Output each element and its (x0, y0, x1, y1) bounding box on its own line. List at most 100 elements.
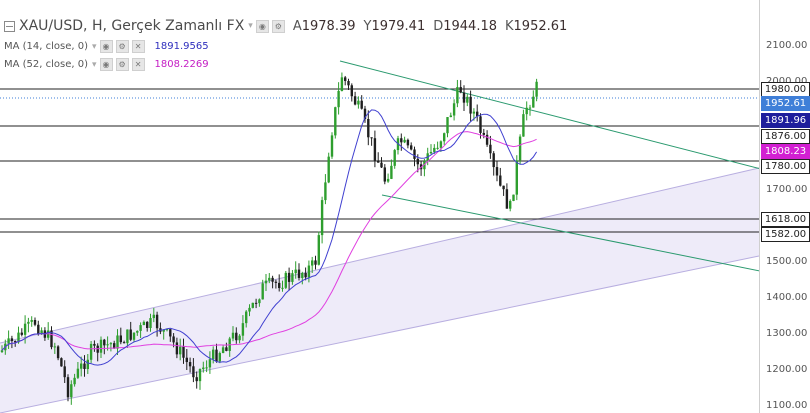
candle-body (109, 343, 113, 345)
candle-body (254, 302, 258, 304)
eye-icon[interactable]: ◉ (99, 40, 113, 53)
candle-body (66, 377, 70, 398)
price-tick-label: 1200.00 (766, 364, 808, 375)
symbol-title[interactable]: XAU/USD, H, Gerçek Zamanlı FX (19, 18, 245, 34)
candle-body (334, 107, 337, 136)
candle-body (37, 324, 40, 334)
candle-body (235, 332, 238, 341)
candle-body (40, 330, 43, 334)
candle-body (142, 321, 146, 326)
candle-body (208, 359, 212, 368)
candle-body (307, 265, 311, 278)
trendline-upper[interactable] (339, 60, 766, 171)
channel-lower-line[interactable] (0, 255, 760, 413)
price-level-label: 1876.00 (761, 129, 810, 144)
candle-body (446, 117, 449, 134)
candle-body (400, 138, 403, 143)
eye-icon[interactable]: ◉ (99, 58, 113, 71)
candle-body (439, 141, 443, 148)
candle-body (383, 167, 386, 182)
candle-body (113, 343, 116, 349)
candle-body (212, 349, 215, 360)
ma52-value: 1808.2269 (154, 59, 209, 70)
candle-body (50, 330, 53, 348)
candle-body (423, 161, 426, 170)
candlestick-series (0, 72, 538, 405)
candle-body (291, 273, 294, 282)
candle-body (23, 323, 27, 335)
ohlc-high: Y1979.41 (363, 18, 426, 34)
candle-body (195, 377, 198, 382)
ma14-label[interactable]: MA (14, close, 0) (4, 41, 89, 52)
candle-body (20, 332, 23, 335)
price-tick-label: 1400.00 (766, 292, 808, 303)
candle-body (476, 111, 479, 117)
candle-body (106, 344, 109, 346)
candle-body (264, 280, 268, 284)
candle-body (393, 150, 396, 166)
price-level-label: 1780.00 (761, 159, 810, 174)
close-icon[interactable]: ✕ (131, 40, 145, 53)
candle-body (30, 319, 33, 322)
candle-body (80, 363, 83, 369)
price-axis[interactable] (759, 0, 810, 413)
candle-body (241, 323, 245, 336)
candle-body (525, 107, 528, 115)
candle-body (146, 321, 149, 328)
candle-body (33, 319, 37, 325)
dropdown-caret-icon[interactable]: ▾ (92, 41, 97, 52)
candle-body (231, 332, 235, 339)
price-level-label: 1952.61 (761, 96, 810, 111)
candle-body (73, 377, 76, 385)
candle-body (429, 151, 433, 154)
candle-body (502, 185, 505, 190)
candle-body (337, 90, 340, 108)
candle-body (245, 311, 248, 324)
candle-body (320, 200, 324, 236)
trendline-lower[interactable] (381, 194, 766, 273)
candle-body (317, 235, 320, 265)
close-icon[interactable]: ✕ (131, 58, 145, 71)
candle-body (347, 80, 350, 86)
dropdown-caret-icon[interactable]: ▾ (92, 59, 97, 70)
candle-body (86, 359, 89, 369)
price-tick-label: 2100.00 (766, 40, 808, 51)
settings-icon[interactable]: ⚙ (115, 58, 129, 71)
candle-body (380, 162, 383, 168)
candle-body (443, 133, 446, 142)
dropdown-caret-icon[interactable]: ▾ (248, 21, 253, 31)
candle-body (248, 307, 251, 312)
candle-body (169, 329, 172, 337)
candle-body (188, 362, 192, 367)
candle-body (297, 269, 301, 278)
candle-body (505, 189, 509, 209)
candle-body (350, 85, 353, 97)
price-level-label: 1808.23 (761, 144, 810, 159)
candle-body (238, 335, 241, 341)
candle-body (518, 136, 522, 161)
channel-upper-line[interactable] (0, 167, 760, 344)
collapse-icon[interactable] (4, 20, 15, 32)
indicator-ma52-row: MA (52, close, 0) ▾ ◉ ⚙ ✕ 1808.2269 (4, 58, 209, 71)
candle-body (221, 347, 225, 354)
candle-body (284, 272, 287, 288)
candle-body (251, 302, 254, 308)
candle-body (449, 115, 452, 118)
candle-body (126, 329, 129, 344)
settings-icon[interactable]: ⚙ (271, 19, 285, 33)
ma52-label[interactable]: MA (52, close, 0) (4, 59, 89, 70)
candle-body (492, 153, 495, 168)
price-tick-label: 1700.00 (766, 184, 808, 195)
candle-body (76, 368, 80, 378)
candle-body (482, 132, 485, 135)
candle-body (386, 178, 390, 182)
candle-body (327, 156, 330, 183)
candle-body (162, 329, 165, 332)
settings-icon[interactable]: ⚙ (115, 40, 129, 53)
candle-body (532, 96, 535, 108)
symbol-row: XAU/USD, H, Gerçek Zamanlı FX ▾ ◉ ⚙ A197… (4, 18, 567, 34)
candle-body (10, 338, 14, 342)
ma52-line (1, 131, 537, 351)
eye-icon[interactable]: ◉ (255, 19, 269, 33)
